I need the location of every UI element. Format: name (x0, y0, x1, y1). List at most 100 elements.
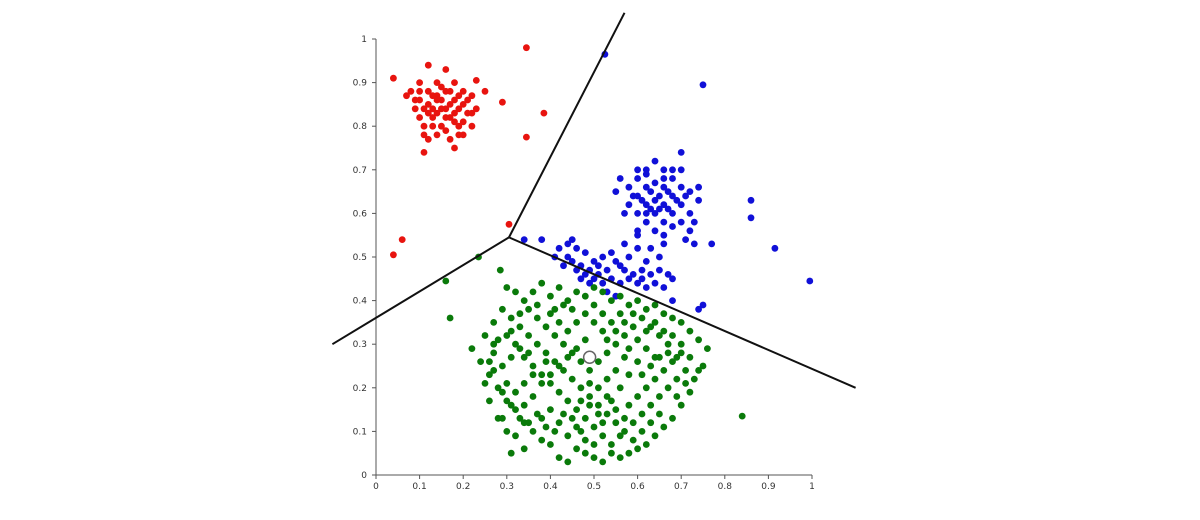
point-green (660, 310, 668, 318)
point-green (638, 410, 646, 418)
point-green (595, 384, 602, 392)
point-green (647, 419, 655, 427)
point-blue (695, 196, 702, 204)
point-green (547, 380, 554, 387)
point-blue (660, 218, 668, 226)
point-red (459, 101, 467, 108)
point-green (651, 301, 659, 309)
point-green (616, 310, 624, 318)
point-red (446, 101, 454, 108)
point-green (507, 401, 515, 409)
point-red (459, 118, 467, 126)
point-green (586, 393, 593, 400)
point-green (704, 345, 711, 352)
point-red (505, 220, 513, 228)
point-green (568, 414, 576, 422)
point-green (555, 454, 563, 461)
y-tick-label: 0.7 (353, 166, 367, 176)
point-green (638, 428, 646, 435)
point-blue (629, 271, 637, 278)
point-green (625, 449, 633, 457)
y-tick-label: 0.1 (353, 427, 367, 437)
point-red (481, 87, 489, 95)
point-blue (634, 279, 641, 287)
point-red (433, 131, 441, 139)
point-red (411, 96, 419, 104)
point-green (516, 323, 524, 331)
point-green (560, 301, 567, 309)
point-blue (660, 231, 668, 239)
x-tick-label: 0.1 (412, 482, 426, 492)
point-green (547, 371, 554, 379)
point-green (634, 336, 641, 344)
point-green (625, 371, 633, 379)
x-tick-label: 0.7 (674, 482, 688, 492)
point-red (429, 114, 437, 121)
point-green (507, 353, 515, 361)
point-red (464, 96, 471, 104)
point-green (625, 301, 633, 309)
point-green (573, 319, 580, 326)
point-green (603, 375, 611, 383)
point-blue (616, 175, 624, 182)
point-red (438, 122, 445, 130)
point-blue (686, 210, 694, 217)
point-green (520, 445, 528, 453)
point-green (577, 428, 585, 435)
point-blue (747, 196, 755, 204)
point-blue (660, 166, 668, 174)
point-blue (673, 196, 681, 204)
point-green (664, 349, 672, 357)
point-red (451, 118, 458, 126)
point-green (551, 332, 559, 339)
point-blue (656, 205, 663, 213)
point-green (494, 384, 502, 392)
point-green (538, 436, 546, 444)
point-red (442, 87, 450, 95)
point-green (496, 266, 504, 274)
point-green (547, 310, 554, 318)
point-green (577, 397, 585, 405)
x-tick-label: 0.4 (543, 482, 558, 492)
point-green (494, 336, 502, 344)
point-green (481, 332, 489, 339)
point-red (424, 109, 432, 117)
point-blue (590, 275, 598, 283)
y-tick-label: 0.2 (353, 384, 367, 394)
point-red (468, 92, 476, 100)
point-blue (664, 205, 672, 213)
point-red (433, 109, 441, 117)
point-red (451, 96, 458, 104)
point-blue (538, 236, 546, 244)
point-green (677, 319, 685, 326)
point-green (656, 353, 663, 361)
point-green (616, 432, 624, 440)
point-blue (686, 188, 694, 196)
point-green (612, 367, 620, 374)
point-blue (699, 301, 707, 309)
point-blue (669, 223, 676, 230)
point-green (686, 327, 694, 335)
point-green (647, 362, 655, 370)
point-blue (656, 266, 663, 274)
point-green (621, 332, 628, 339)
point-red (433, 96, 441, 104)
point-green (520, 297, 528, 304)
point-red (398, 236, 406, 244)
point-green (538, 371, 546, 379)
y-tick-label: 0.9 (353, 79, 368, 89)
point-red (468, 109, 476, 117)
point-blue (642, 258, 650, 265)
point-green (642, 384, 650, 392)
point-red (407, 87, 415, 95)
point-red (411, 105, 419, 113)
y-tick-label: 0.5 (353, 253, 367, 263)
point-green (590, 423, 598, 431)
point-green (555, 362, 563, 370)
point-blue (599, 253, 607, 261)
point-green (533, 301, 541, 309)
point-red (420, 122, 428, 130)
point-red (499, 98, 506, 106)
point-green (669, 332, 676, 339)
point-red (390, 251, 397, 259)
